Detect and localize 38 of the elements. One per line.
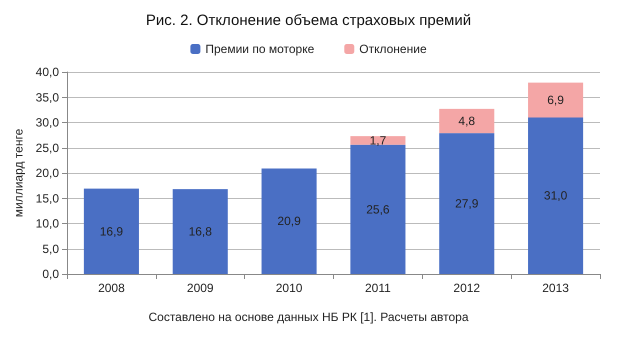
bar bbox=[528, 117, 584, 274]
bar bbox=[262, 168, 317, 274]
y-tick-label: 5,0 bbox=[42, 242, 60, 256]
data-label: 25,6 bbox=[366, 202, 390, 216]
bar bbox=[350, 136, 406, 145]
data-label: 1,7 bbox=[370, 133, 387, 148]
text: Составлено на основе данных НБ РК [1]. Расчеты автора bbox=[148, 310, 469, 324]
y-axis-title: миллиард тенге bbox=[12, 128, 26, 218]
y-tick-label: 30,0 bbox=[36, 116, 60, 130]
bar bbox=[439, 133, 494, 274]
legend-label: Премии по моторке bbox=[205, 42, 315, 56]
data-label: 31,0 bbox=[544, 188, 568, 203]
y-tick-label: 10,0 bbox=[36, 216, 60, 230]
data-label: 27,9 bbox=[455, 196, 479, 211]
y-tick-label: 25,0 bbox=[36, 140, 60, 155]
y-tick-label: 35,0 bbox=[36, 90, 60, 104]
x-tick-label: 2008 bbox=[98, 281, 126, 295]
bar bbox=[439, 108, 494, 134]
y-tick-label: 15,0 bbox=[36, 191, 60, 206]
x-tick-label: 2011 bbox=[365, 281, 392, 295]
x-tick-label: 2010 bbox=[276, 281, 303, 295]
bar bbox=[172, 189, 228, 274]
legend-label: Отклонение bbox=[359, 42, 427, 56]
bar bbox=[350, 144, 406, 274]
chart-title: Рис. 2. Отклонение объема страховых премий bbox=[146, 12, 472, 29]
x-tick-label: 2013 bbox=[542, 281, 570, 295]
bar bbox=[528, 82, 584, 118]
data-label: 16,9 bbox=[100, 224, 124, 238]
data-label: 4,8 bbox=[458, 114, 476, 128]
x-tick-label: 2012 bbox=[453, 281, 480, 295]
data-label: 16,8 bbox=[188, 224, 212, 239]
y-tick-label: 40,0 bbox=[36, 65, 60, 79]
x-tick-label: 2009 bbox=[186, 281, 214, 295]
y-tick-label: 20,0 bbox=[36, 166, 60, 180]
bar bbox=[84, 188, 139, 274]
data-label: 6,9 bbox=[547, 93, 564, 108]
data-label: 20,9 bbox=[277, 214, 302, 228]
y-tick-label: 0,0 bbox=[42, 267, 60, 281]
